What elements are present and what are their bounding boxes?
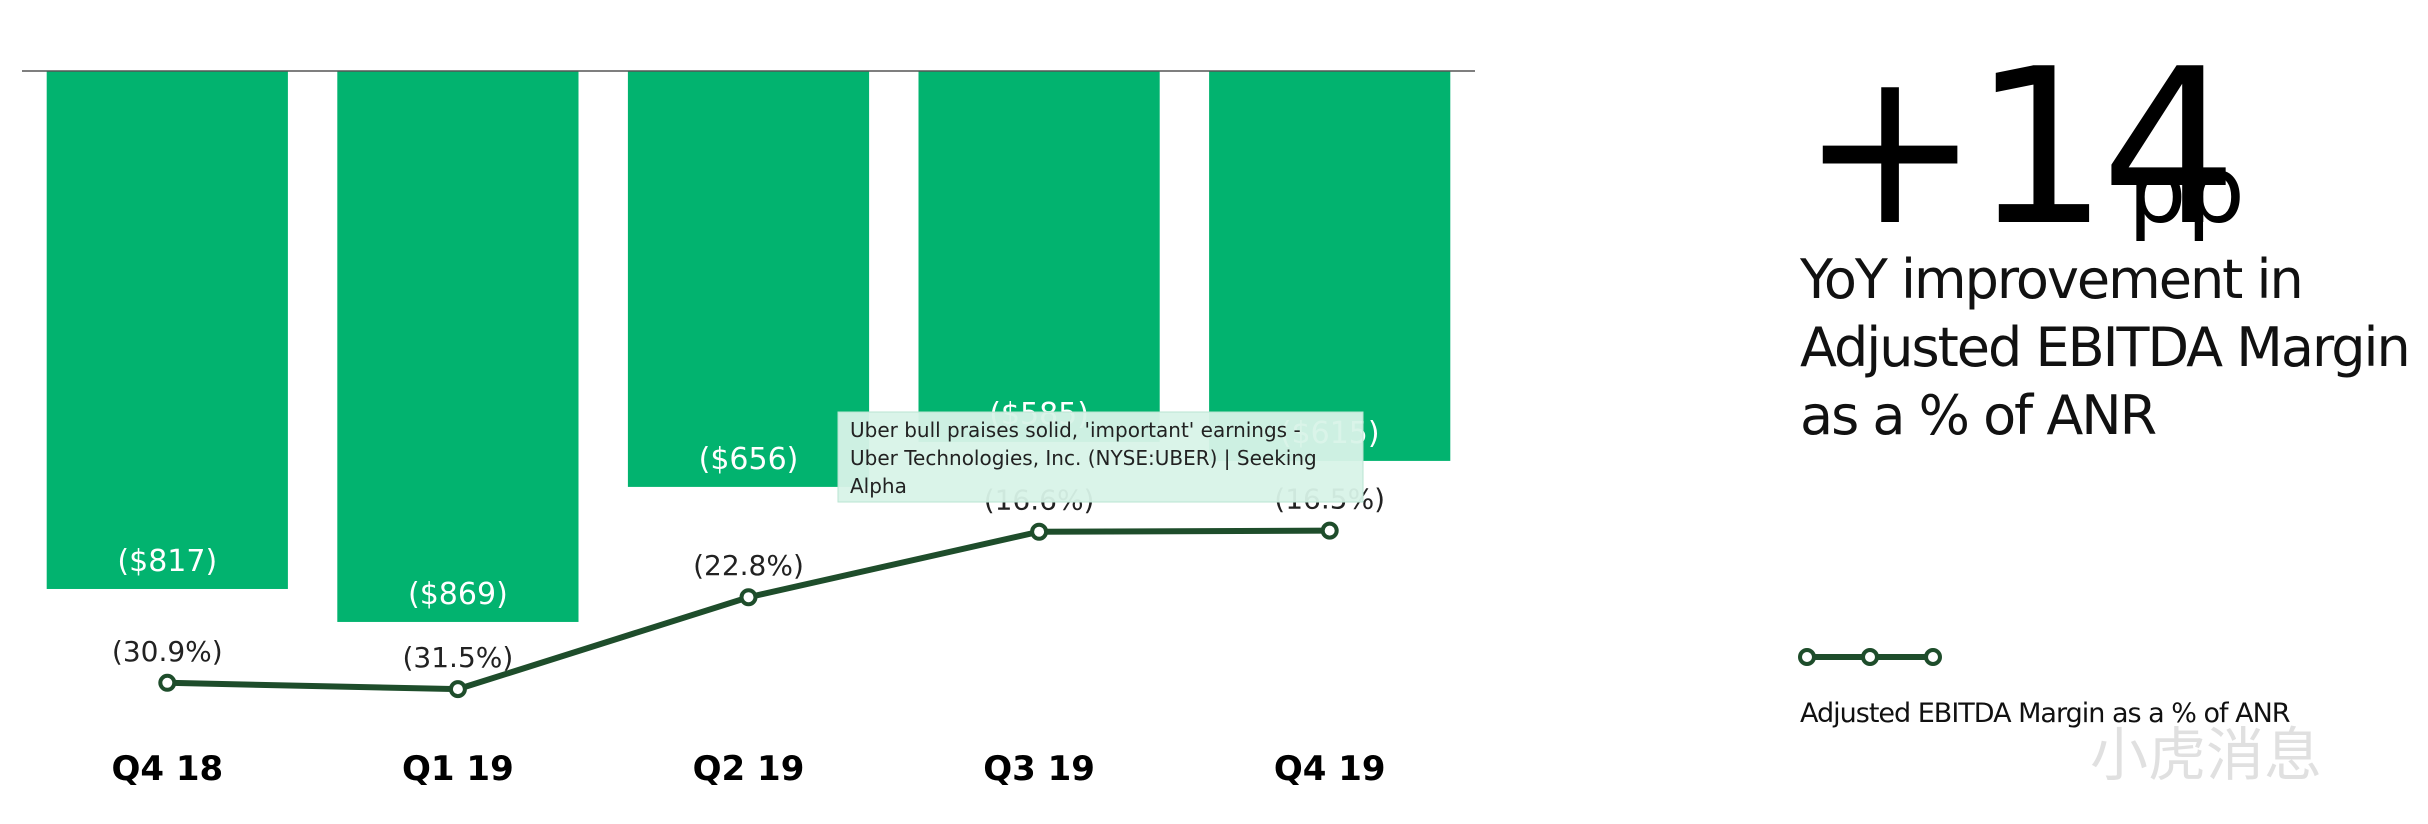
x-tick-label: Q4 19 [1274, 749, 1386, 789]
bar [337, 71, 579, 622]
legend-marker [1798, 648, 1816, 666]
tooltip-text: Uber Technologies, Inc. (NYSE:UBER) | Se… [850, 446, 1317, 470]
highlight-text: YoY improvement in [1799, 248, 2302, 311]
highlight-unit: pp [2128, 137, 2245, 244]
tooltip-text: Alpha [850, 474, 907, 498]
plot: ($817)($869)($656)($585)($615)(30.9%)(31… [22, 70, 1475, 789]
bar-label: ($656) [699, 442, 799, 477]
x-tick-label: Q2 19 [693, 749, 805, 789]
highlight-text: Adjusted EBITDA Margin [1800, 316, 2409, 379]
margin-point [739, 588, 758, 607]
bar [918, 71, 1160, 442]
highlight-value: +14 [1800, 22, 2230, 273]
tooltip: Uber bull praises solid, 'important' ear… [837, 411, 1364, 503]
legend: Adjusted EBITDA Margin as a % of ANR [1798, 648, 2291, 729]
point-label: (22.8%) [693, 549, 804, 582]
bar [627, 71, 870, 487]
x-tick-label: Q3 19 [983, 749, 1095, 789]
tooltip-text: Uber bull praises solid, 'important' ear… [850, 418, 1301, 442]
legend-marker [1861, 648, 1879, 666]
highlight-text: as a % of ANR [1800, 384, 2156, 447]
bar [46, 71, 288, 589]
bar-label: ($869) [408, 577, 508, 612]
margin-point [1030, 522, 1049, 541]
margin-point [448, 680, 467, 699]
bar [1209, 71, 1451, 461]
tooltip-box [837, 411, 1364, 503]
legend-marker [1924, 648, 1942, 666]
point-label: (30.9%) [112, 635, 223, 668]
watermark: 小虎消息 [2090, 721, 2322, 789]
point-label: (31.5%) [403, 641, 514, 674]
x-tick-label: Q1 19 [402, 749, 514, 789]
margin-point [158, 673, 177, 692]
margin-point [1320, 521, 1339, 540]
x-tick-label: Q4 18 [111, 749, 223, 789]
bar-label: ($817) [117, 544, 217, 579]
legend-label: Adjusted EBITDA Margin as a % of ANR [1800, 698, 2290, 729]
